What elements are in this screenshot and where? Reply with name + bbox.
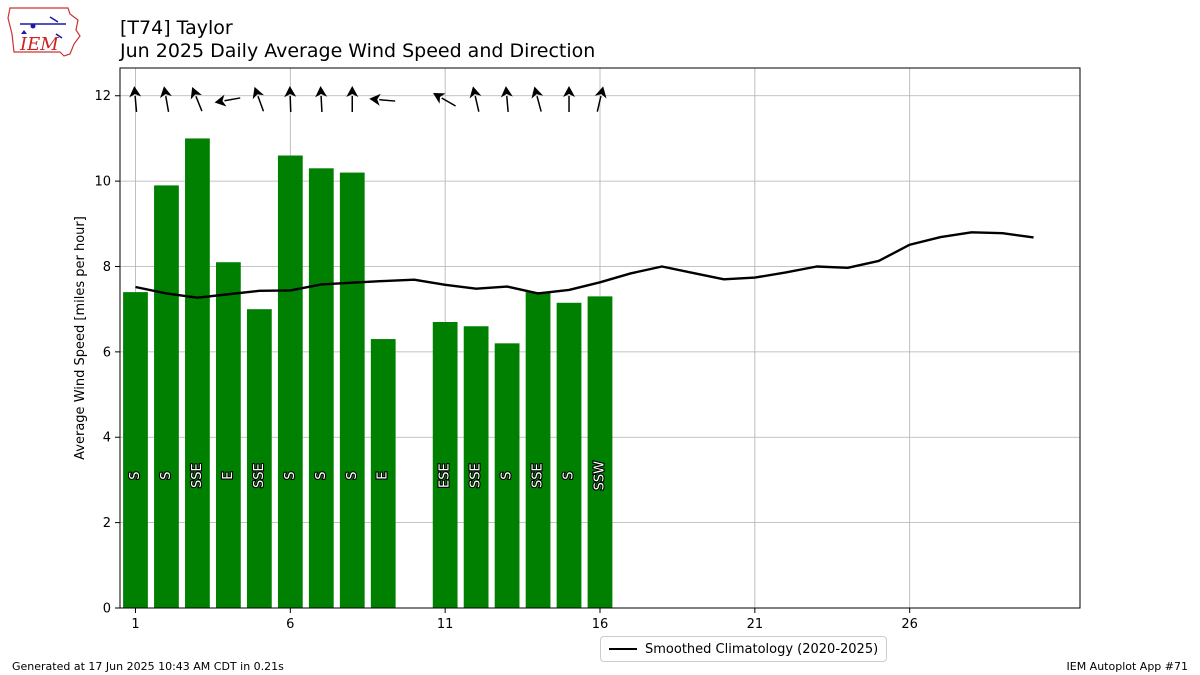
wind-arrow-day-11	[433, 93, 456, 107]
direction-label-day-9: E	[376, 472, 391, 480]
y-tick-label: 12	[94, 89, 111, 104]
bar-day-8	[339, 172, 365, 609]
direction-label-day-4: E	[221, 472, 236, 480]
direction-label-day-6: S	[283, 472, 298, 480]
bar-day-13	[494, 343, 520, 608]
direction-label-day-13: S	[500, 472, 515, 480]
wind-arrows	[129, 86, 607, 113]
direction-label-day-3: SSE	[190, 463, 205, 488]
bar-day-6	[277, 155, 303, 608]
wind-arrow-day-1	[129, 86, 142, 113]
direction-label-day-7: S	[314, 472, 329, 480]
bar-day-4	[216, 262, 241, 608]
y-tick-label: 0	[103, 602, 111, 617]
legend-label: Smoothed Climatology (2020-2025)	[645, 641, 879, 657]
wind-arrow-day-2	[160, 86, 172, 112]
iowa-outline-icon	[7, 7, 81, 57]
logo-text: IEM	[19, 34, 59, 55]
wind-arrow-day-4	[214, 94, 241, 107]
legend: Smoothed Climatology (2020-2025)	[600, 636, 888, 662]
bar-day-16	[587, 296, 613, 608]
wind-arrow-day-16	[594, 86, 607, 112]
generated-timestamp: Generated at 17 Jun 2025 10:43 AM CDT in…	[12, 660, 284, 673]
x-tick-label: 6	[286, 617, 294, 632]
bar-day-3	[185, 138, 210, 608]
direction-label-day-16: SSW	[593, 461, 608, 491]
y-tick-label: 6	[103, 345, 111, 360]
wind-arrow-day-13	[500, 86, 513, 113]
wind-arrow-day-6	[284, 86, 297, 113]
x-tick-label: 1	[131, 617, 139, 632]
direction-label-day-2: S	[159, 472, 174, 480]
wind-arrow-day-3	[190, 87, 203, 112]
app-credit: IEM Autoplot App #71	[1066, 660, 1189, 673]
bar-day-12	[463, 326, 489, 608]
x-tick-label: 11	[437, 617, 454, 632]
bars	[123, 138, 613, 609]
x-tick-label: 16	[592, 617, 609, 632]
direction-label-day-1: S	[128, 472, 143, 480]
chart-subtitle: Jun 2025 Daily Average Wind Speed and Di…	[120, 40, 596, 62]
wind-arrow-day-9	[369, 93, 396, 106]
wind-arrow-day-8	[346, 86, 359, 113]
bar-day-9	[370, 339, 396, 608]
wind-arrow-day-7	[315, 86, 328, 113]
y-tick-label: 10	[94, 175, 111, 190]
bar-day-14	[525, 292, 551, 608]
direction-label-day-15: S	[562, 472, 577, 480]
x-tick-label: 26	[901, 617, 918, 632]
direction-label-day-5: SSE	[252, 463, 267, 488]
direction-label-day-8: S	[345, 472, 360, 480]
wind-arrow-day-15	[563, 86, 576, 113]
y-tick-label: 4	[103, 431, 111, 446]
bar-day-11	[432, 321, 458, 608]
y-tick-label: 8	[103, 260, 111, 275]
iem-logo: IEM	[7, 7, 81, 57]
wind-arrow-day-5	[252, 86, 265, 112]
direction-label-day-12: SSE	[469, 463, 484, 488]
legend-line-swatch	[609, 648, 637, 650]
bar-day-2	[154, 185, 179, 609]
direction-labels: S S SSE E SSE S S S E ESE SSE S SSE S SSW	[127, 460, 609, 492]
bar-day-1	[123, 292, 148, 608]
climatology-line	[135, 231, 1034, 299]
direction-label-day-14: SSE	[531, 463, 546, 488]
bar-day-15	[556, 302, 582, 608]
chart-title: [T74] Taylor	[120, 17, 233, 39]
x-tick-label: 21	[747, 617, 764, 632]
direction-label-day-11: ESE	[438, 463, 453, 488]
bar-day-7	[308, 168, 334, 608]
y-axis-label: Average Wind Speed [miles per hour]	[73, 216, 88, 460]
y-tick-label: 2	[103, 516, 111, 531]
wind-arrow-day-14	[531, 86, 544, 112]
climatology-series-line	[135, 231, 1034, 299]
wind-arrow-day-12	[469, 86, 482, 112]
bar-day-5	[246, 309, 272, 608]
